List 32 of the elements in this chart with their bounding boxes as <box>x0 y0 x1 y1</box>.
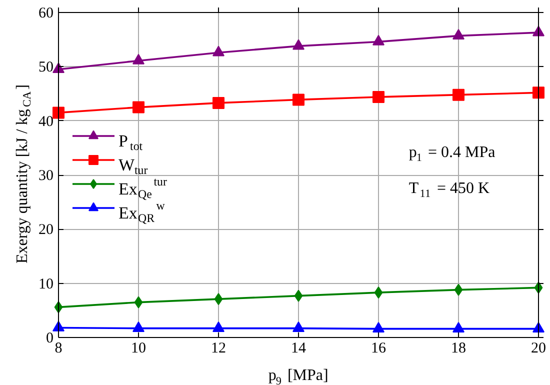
point <box>132 54 144 64</box>
point <box>454 284 463 296</box>
point <box>372 34 384 46</box>
x-tick-label: 8 <box>54 340 62 356</box>
y-tick-label: 0 <box>46 330 54 346</box>
x-tick-label: 10 <box>131 340 146 356</box>
point <box>532 86 544 99</box>
point <box>452 88 464 101</box>
x-tick-label: 14 <box>291 340 306 356</box>
y-tick-label: 30 <box>38 168 54 184</box>
point <box>294 290 303 302</box>
y-axis-title: Exergy quantity [kJ / kgCA] <box>14 84 34 264</box>
point <box>52 106 64 119</box>
x-tick-label: 16 <box>371 340 386 356</box>
y-tick-label: 10 <box>38 276 54 292</box>
x-tick-label: 18 <box>451 340 466 356</box>
point <box>214 293 223 306</box>
point <box>292 39 304 50</box>
y-tick-label: 60 <box>38 6 54 22</box>
y-tick-label: 50 <box>38 60 54 76</box>
point <box>452 28 464 40</box>
point <box>374 286 383 299</box>
point <box>132 101 144 114</box>
point <box>212 96 224 109</box>
y-tick-label: 40 <box>38 114 54 130</box>
x-tick-label: 12 <box>211 340 226 356</box>
point <box>292 94 304 106</box>
y-tick-label: 20 <box>38 222 54 238</box>
point <box>134 296 143 308</box>
point <box>372 91 384 103</box>
point <box>212 46 224 56</box>
x-tick-label: 20 <box>531 340 546 356</box>
